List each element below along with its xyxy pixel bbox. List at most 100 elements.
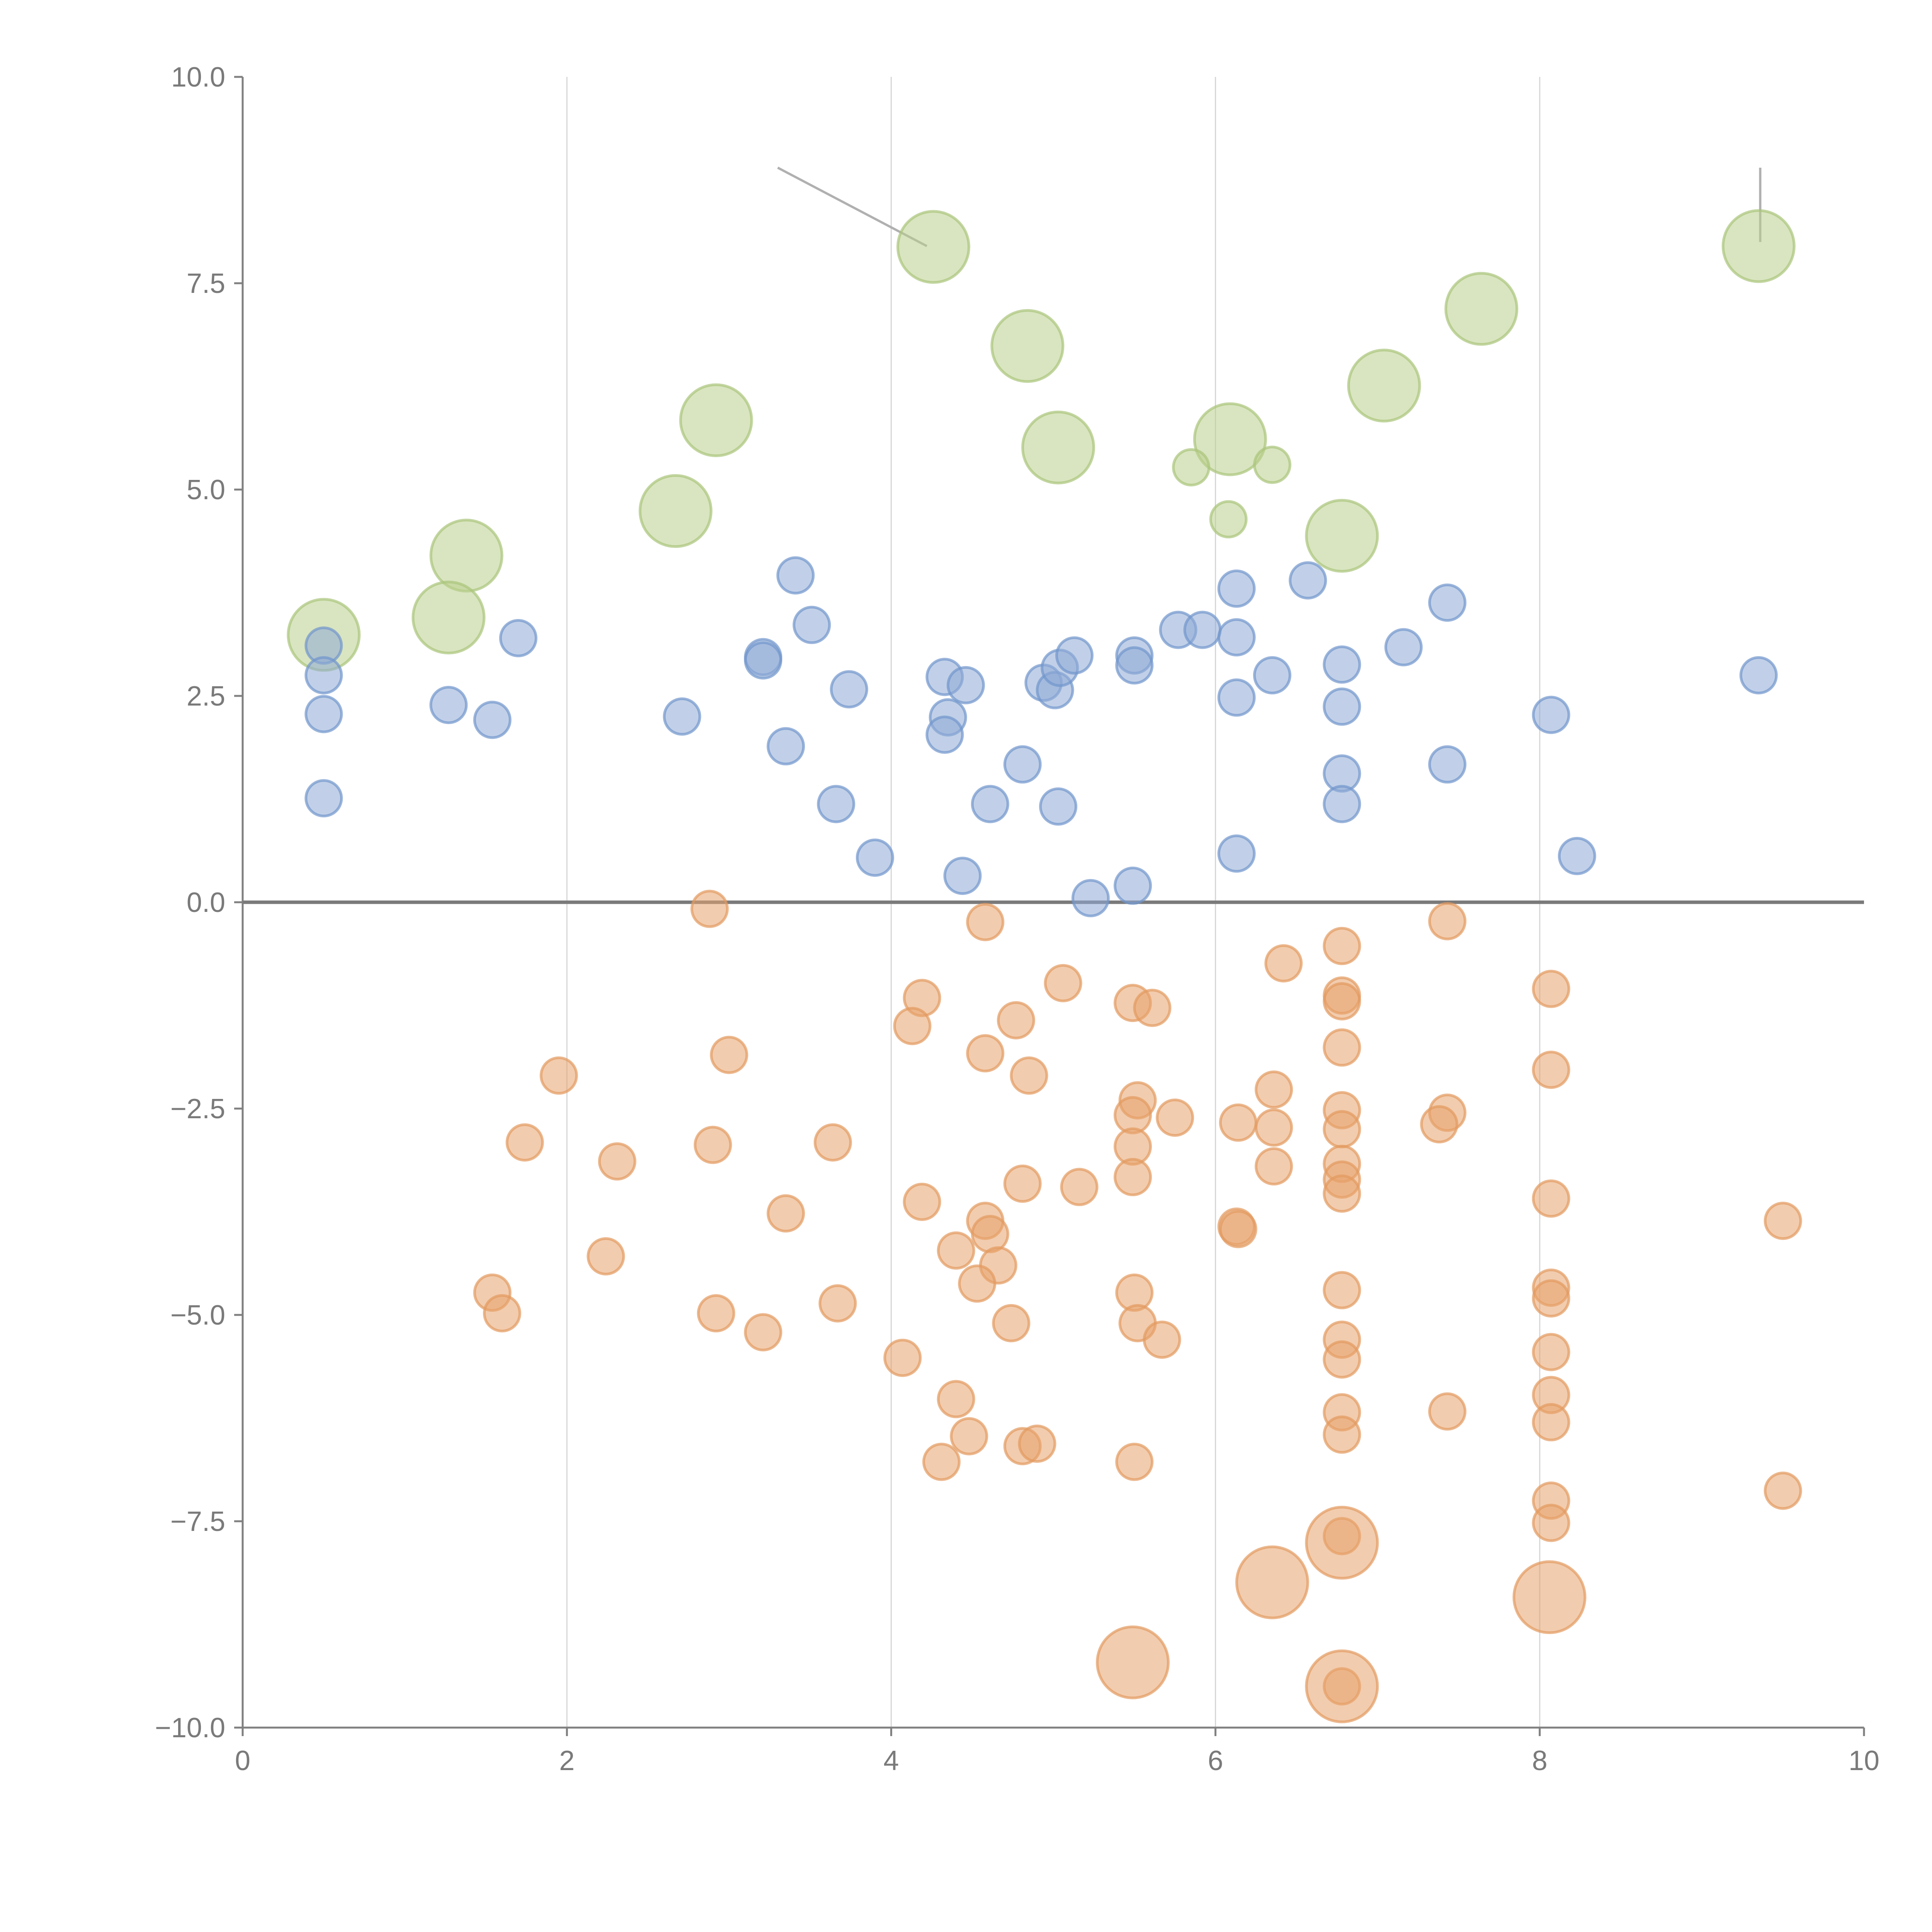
orange-point <box>1764 1201 1802 1240</box>
orange-point <box>1264 944 1303 983</box>
orange-point <box>893 1007 932 1045</box>
orange-point <box>1323 1110 1361 1148</box>
y-tick-label: −10.0 <box>155 1713 225 1743</box>
green-point <box>1021 410 1095 485</box>
orange-point <box>813 1123 852 1162</box>
orange-point <box>971 1215 1009 1253</box>
blue-point <box>499 619 537 657</box>
orange-point <box>1018 1424 1056 1463</box>
blue-point <box>1003 745 1042 784</box>
orange-point <box>950 1417 988 1456</box>
blue-point <box>744 641 782 680</box>
blue-point <box>855 838 894 877</box>
blue-point <box>1055 636 1094 675</box>
orange-point <box>1512 1560 1587 1634</box>
blue-point <box>1428 745 1467 784</box>
orange-point <box>997 1001 1035 1039</box>
orange-point <box>1532 1403 1570 1442</box>
orange-point <box>818 1284 857 1323</box>
y-tick-label: 0.0 <box>187 887 225 918</box>
orange-point <box>1323 1340 1361 1379</box>
y-tick-label: −7.5 <box>170 1506 225 1537</box>
x-tick-label: 4 <box>883 1745 899 1776</box>
orange-point <box>1764 1471 1802 1510</box>
green-point <box>1209 500 1248 539</box>
blue-point <box>1532 696 1570 734</box>
blue-point <box>1384 628 1423 667</box>
y-tick-label: 7.5 <box>187 268 225 299</box>
blue-point <box>943 857 982 895</box>
orange-point <box>922 1442 961 1481</box>
blue-point <box>793 605 831 644</box>
orange-point <box>992 1304 1031 1342</box>
x-tick-label: 8 <box>1532 1745 1548 1776</box>
orange-point <box>598 1142 636 1181</box>
blue-point <box>1323 687 1361 726</box>
blue-point <box>1217 569 1256 608</box>
orange-point <box>1219 1103 1257 1142</box>
blue-point <box>304 779 343 818</box>
orange-point <box>587 1237 625 1276</box>
blue-point <box>1428 583 1467 622</box>
green-point <box>896 210 970 284</box>
orange-point <box>1255 1108 1293 1147</box>
orange-point <box>1532 1179 1570 1218</box>
orange-point <box>1323 1028 1361 1067</box>
orange-point <box>1044 964 1082 1002</box>
blue-point <box>1039 787 1078 826</box>
green-point <box>679 383 753 457</box>
orange-point <box>1156 1098 1194 1137</box>
blue-point <box>429 685 468 724</box>
orange-point <box>1428 1392 1467 1431</box>
y-tick-label: −2.5 <box>170 1094 225 1124</box>
orange-point <box>1143 1320 1181 1359</box>
orange-point <box>937 1231 975 1270</box>
orange-point <box>767 1194 805 1233</box>
orange-point <box>483 1294 521 1333</box>
orange-point <box>1060 1168 1099 1206</box>
orange-point <box>1532 1051 1570 1089</box>
orange-point <box>1323 1271 1361 1310</box>
x-tick-label: 6 <box>1208 1745 1223 1776</box>
orange-point <box>1420 1105 1459 1144</box>
green-point <box>1444 272 1519 346</box>
orange-point <box>1235 1545 1309 1619</box>
blue-point <box>304 656 343 695</box>
blue-point <box>1114 866 1152 905</box>
blue-point <box>1253 656 1291 695</box>
green-point <box>638 474 713 548</box>
orange-point <box>710 1036 748 1074</box>
y-tick-label: 10.0 <box>171 62 225 93</box>
blue-point <box>1558 837 1596 875</box>
orange-point <box>1428 902 1467 940</box>
orange-point <box>697 1294 735 1333</box>
orange-point <box>1532 969 1570 1008</box>
axes <box>234 76 1865 1736</box>
orange-point <box>903 1182 941 1221</box>
blue-point <box>1071 879 1110 917</box>
y-tick-label: 2.5 <box>187 681 225 712</box>
orange-point <box>1323 927 1361 965</box>
blue-point <box>1323 785 1361 823</box>
blue-point <box>776 556 815 595</box>
orange-point <box>966 903 1005 941</box>
orange-point <box>937 1380 975 1418</box>
green-point <box>429 519 503 593</box>
orange-point <box>1133 988 1172 1027</box>
blue-point <box>971 785 1009 823</box>
orange-point <box>539 1056 578 1095</box>
orange-point <box>1323 1415 1361 1454</box>
orange-point <box>1255 1147 1293 1186</box>
orange-point <box>1219 1210 1257 1248</box>
orange-point <box>1532 1333 1570 1371</box>
blue-point <box>946 666 985 704</box>
orange-point <box>883 1338 922 1377</box>
orange-point <box>1532 1503 1570 1542</box>
orange-point <box>1323 1174 1361 1213</box>
blue-point <box>1323 645 1361 684</box>
orange-point <box>1114 1158 1152 1196</box>
green-point <box>1193 402 1267 476</box>
green-point <box>1347 349 1421 423</box>
orange-point <box>1255 1070 1293 1109</box>
